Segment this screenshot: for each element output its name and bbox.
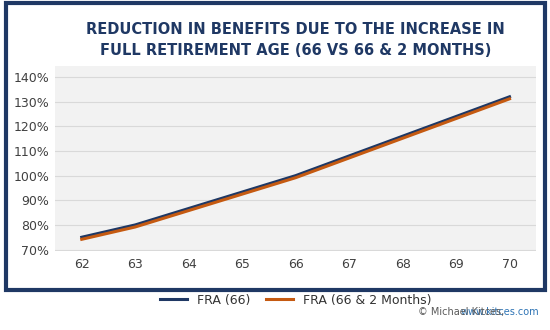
- Text: © Michael Kitces,: © Michael Kitces,: [419, 308, 539, 317]
- FRA (66 & 2 Months): [346, 156, 353, 160]
- Line: FRA (66): FRA (66): [82, 97, 509, 237]
- Text: www.kitces.com: www.kitces.com: [460, 308, 539, 317]
- FRA (66 & 2 Months): [453, 116, 459, 120]
- FRA (66): [399, 134, 406, 138]
- FRA (66): [346, 154, 353, 158]
- Title: REDUCTION IN BENEFITS DUE TO THE INCREASE IN
FULL RETIREMENT AGE (66 VS 66 & 2 M: REDUCTION IN BENEFITS DUE TO THE INCREAS…: [86, 22, 505, 58]
- FRA (66 & 2 Months): [399, 136, 406, 140]
- FRA (66): [239, 190, 245, 194]
- FRA (66): [293, 174, 299, 178]
- FRA (66 & 2 Months): [132, 225, 139, 229]
- FRA (66): [506, 95, 513, 99]
- FRA (66 & 2 Months): [185, 209, 192, 213]
- FRA (66 & 2 Months): [506, 97, 513, 101]
- FRA (66): [132, 223, 139, 227]
- FRA (66): [453, 115, 459, 118]
- FRA (66 & 2 Months): [293, 176, 299, 180]
- Legend: FRA (66), FRA (66 & 2 Months): FRA (66), FRA (66 & 2 Months): [160, 294, 432, 307]
- FRA (66 & 2 Months): [239, 192, 245, 196]
- FRA (66): [185, 207, 192, 211]
- FRA (66): [79, 235, 85, 239]
- FRA (66 & 2 Months): [79, 237, 85, 241]
- Line: FRA (66 & 2 Months): FRA (66 & 2 Months): [82, 99, 509, 239]
